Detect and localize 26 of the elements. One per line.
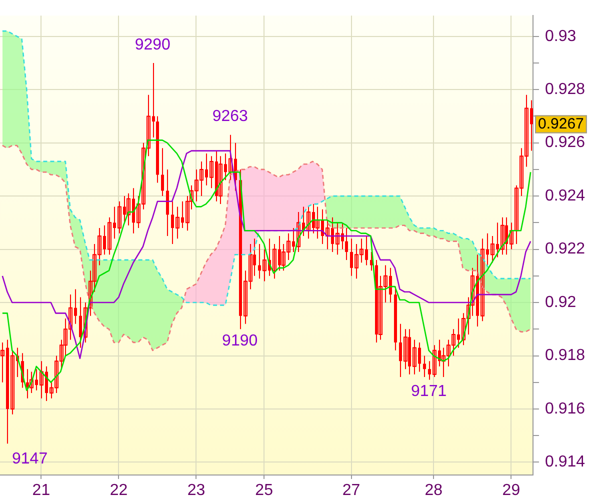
y-tick-label: 0.918: [545, 347, 586, 364]
y-tick-label: 0.924: [545, 187, 586, 204]
y-tick-label: 0.914: [545, 454, 586, 471]
annotation: 9290: [134, 36, 171, 54]
annotation: 9171: [411, 383, 447, 400]
annotation: 9147: [12, 450, 48, 468]
candlestick: [161, 148, 164, 197]
annotation: 9190: [222, 332, 258, 350]
x-tick-label: 22: [110, 482, 128, 498]
x-tick-label: 28: [424, 482, 443, 498]
y-tick-label: 0.922: [545, 240, 586, 258]
candlestick: [166, 168, 169, 236]
annotation: 9263: [212, 108, 248, 126]
y-tick-label: 0.928: [545, 81, 586, 98]
x-tick-label: 23: [187, 482, 206, 498]
text: 0.9267: [538, 115, 584, 132]
x-tick-label: 27: [342, 482, 360, 498]
candlestick: [423, 355, 426, 378]
x-tick-label: 21: [32, 482, 50, 498]
x-tick-label: 29: [502, 482, 520, 498]
y-tick-label: 0.926: [545, 134, 586, 152]
y-tick-label: 0.93: [545, 28, 576, 45]
x-tick-label: 25: [255, 482, 274, 498]
y-tick-label: 0.92: [545, 294, 576, 311]
candlestick: [345, 228, 348, 260]
y-tick-label: 0.916: [545, 400, 586, 418]
